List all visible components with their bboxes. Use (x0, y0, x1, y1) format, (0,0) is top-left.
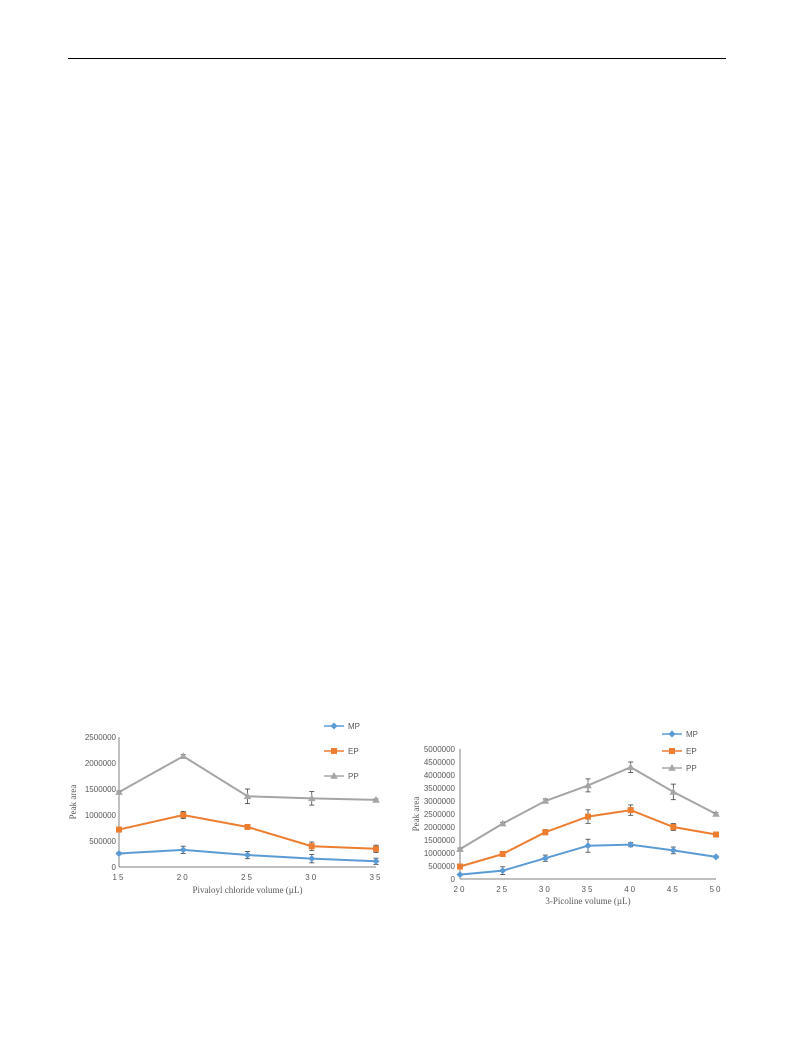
data-point-ep (180, 812, 187, 818)
data-point-pp (498, 819, 507, 827)
data-point-mp (115, 849, 123, 857)
data-point-ep (670, 824, 677, 830)
right-y-tick-label: 1500000 (424, 836, 456, 845)
legend-marker (669, 748, 675, 754)
left-legend-item-pp: PP (324, 772, 359, 781)
data-point-pp (115, 788, 123, 795)
right-y-tick-label: 4000000 (424, 771, 456, 780)
right-y-tick-label: 5000000 (424, 745, 456, 754)
right-x-tick-label: 50 (710, 885, 723, 894)
right-y-tick-label: 4500000 (424, 758, 456, 767)
legend-marker (330, 722, 338, 730)
data-point-pp (541, 797, 550, 804)
right-y-tick-label: 3500000 (424, 784, 456, 793)
data-point-ep (116, 826, 122, 833)
data-point-pp (584, 781, 592, 789)
left-series-pp (115, 752, 380, 806)
left-y-tick-label: 2000000 (85, 759, 117, 768)
data-point-mp (627, 841, 635, 849)
right-y-tick-label: 2000000 (424, 823, 456, 832)
data-point-ep (457, 863, 463, 870)
right-y-tick-label: 3000000 (424, 797, 456, 806)
left-x-tick-label: 30 (305, 873, 318, 882)
left-y-tick-label: 2500000 (85, 733, 117, 742)
legend-marker (331, 748, 337, 754)
left-series-mp (115, 845, 380, 865)
data-point-ep (627, 807, 634, 814)
pivaloyl-chloride-chart: 0 500000 1000000 1500000 2000000 2500000 15 20 2… (60, 718, 400, 908)
legend-label: PP (686, 764, 697, 773)
data-point-ep (499, 851, 506, 858)
right-x-axis-title: 3-Picoline volume (µL) (545, 896, 630, 906)
data-point-pp (372, 795, 380, 803)
pivaloyl-chart-svg: 0 500000 1000000 1500000 2000000 2500000 15 20 2… (68, 722, 383, 895)
data-point-ep (308, 843, 315, 850)
right-legend-item-mp: MP (662, 730, 698, 739)
picoline-chart-svg: 0 500000 1000000 1500000 2000000 2500000 30000… (411, 730, 723, 906)
data-point-ep (373, 845, 379, 852)
left-x-tick-label: 35 (370, 873, 383, 882)
data-point-mp (584, 842, 592, 850)
left-y-tick-label: 0 (112, 863, 117, 872)
data-point-ep (542, 829, 549, 836)
legend-label: EP (686, 747, 697, 756)
legend-label: MP (348, 722, 360, 731)
left-x-tick-label: 25 (241, 873, 254, 882)
right-legend-item-pp: PP (662, 764, 697, 773)
left-legend-item-mp: MP (324, 722, 360, 731)
left-series-line-ep (118, 813, 377, 850)
data-point-mp (712, 853, 720, 861)
left-x-tick-label: 15 (113, 873, 126, 882)
data-point-pp (179, 752, 188, 760)
right-y-tick-label: 0 (451, 875, 456, 884)
data-point-pp (243, 792, 252, 800)
right-y-tick-label: 2500000 (424, 810, 456, 819)
right-x-tick-label: 40 (624, 885, 637, 894)
right-legend-item-ep: EP (662, 747, 697, 756)
right-series-pp (456, 761, 720, 852)
legend-label: EP (348, 747, 359, 756)
left-x-axis-title: Pivaloyl chloride volume (µL) (193, 885, 303, 895)
data-point-ep (244, 823, 251, 830)
left-y-tick-label: 500000 (89, 837, 116, 846)
right-x-tick-label: 20 (454, 885, 467, 894)
data-point-pp (456, 845, 464, 852)
right-series-mp (456, 838, 720, 879)
data-point-pp (669, 787, 678, 795)
legend-marker (668, 764, 676, 771)
right-x-tick-label: 30 (539, 885, 552, 894)
legend-label: PP (348, 772, 359, 781)
data-point-mp (179, 846, 187, 854)
data-point-mp (308, 855, 316, 863)
right-series-ep (457, 804, 719, 870)
data-point-ep (585, 813, 591, 820)
right-y-axis-title: Peak area (411, 797, 421, 832)
right-x-tick-label: 35 (582, 885, 595, 894)
left-y-axis-title: Peak area (68, 785, 78, 820)
data-point-mp (372, 857, 380, 865)
data-point-pp (307, 794, 316, 802)
data-point-mp (456, 871, 464, 879)
data-point-mp (541, 854, 549, 862)
picoline-chart: 0 500000 1000000 1500000 2000000 2500000 30000… (405, 718, 735, 908)
right-x-tick-label: 25 (496, 885, 509, 894)
right-y-tick-label: 500000 (428, 862, 455, 871)
left-x-tick-label: 20 (177, 873, 190, 882)
data-point-ep (713, 831, 719, 838)
header-rule (68, 58, 726, 59)
data-point-mp (499, 867, 507, 875)
data-point-mp (669, 846, 677, 854)
legend-marker (330, 772, 338, 779)
legend-label: MP (686, 730, 698, 739)
data-point-pp (712, 810, 720, 817)
data-point-pp (626, 763, 635, 770)
left-y-tick-label: 1000000 (85, 811, 117, 820)
right-y-tick-label: 1000000 (424, 849, 456, 858)
left-legend-item-ep: EP (324, 747, 359, 756)
data-point-mp (244, 851, 251, 859)
legend-marker (668, 730, 676, 738)
left-series-ep (116, 810, 379, 853)
right-x-tick-label: 45 (667, 885, 680, 894)
left-y-tick-label: 1500000 (85, 785, 117, 794)
